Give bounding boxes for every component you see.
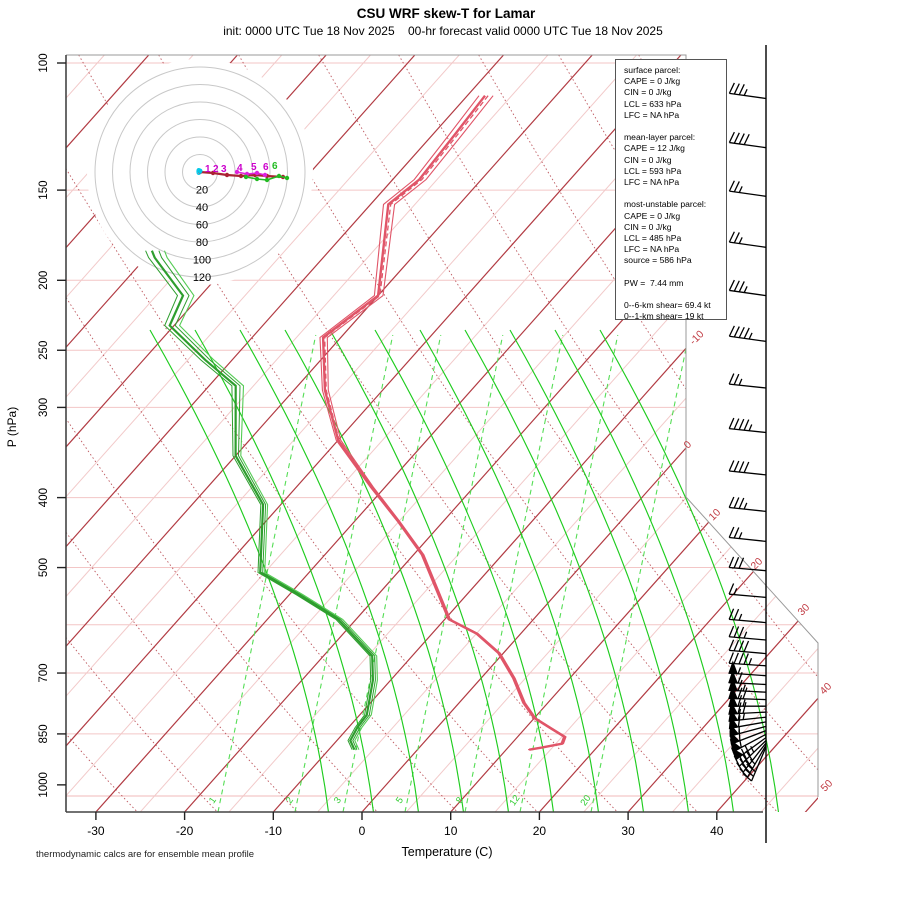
pressure-tick-label: 150	[38, 181, 50, 200]
info-line: 0--6-km shear= 69.4 kt	[624, 300, 711, 311]
hodograph-height-label: 1	[205, 164, 211, 175]
info-line: CIN = 0 J/kg	[624, 87, 672, 98]
info-line: most-unstable parcel:	[624, 199, 707, 210]
hodograph-ring-label: 80	[196, 237, 208, 249]
svg-text:-10: -10	[687, 328, 706, 347]
temperature-tick-label: 0	[359, 824, 366, 838]
info-line: LCL = 633 hPa	[624, 98, 682, 109]
info-line: LCL = 485 hPa	[624, 233, 682, 244]
temperature-tick-label: -10	[265, 824, 283, 838]
info-line: surface parcel:	[624, 65, 681, 75]
info-line: CAPE = 0 J/kg	[624, 76, 681, 87]
temperature-tick-label: 20	[533, 824, 547, 838]
pressure-tick-label: 500	[38, 558, 50, 577]
wind-barbs	[728, 45, 767, 843]
chart-subtitle: init: 0000 UTC Tue 18 Nov 2025 00-hr for…	[223, 24, 663, 38]
svg-text:5: 5	[394, 795, 406, 806]
hodograph-ring-label: 60	[196, 220, 208, 232]
info-line: CAPE = 12 J/kg	[624, 143, 685, 154]
info-line: 0--1-km shear= 19 kt	[624, 311, 704, 322]
pressure-tick-label: 1000	[38, 772, 50, 798]
parcel-info-box: surface parcel: CAPE = 0 J/kg CIN = 0 J/kg…	[615, 59, 727, 322]
hodograph-ring-label: 20	[196, 185, 208, 197]
hodograph-height-label: 3	[221, 164, 227, 175]
hodograph-ring-label: 40	[196, 202, 208, 214]
info-line	[624, 121, 724, 132]
svg-text:8: 8	[454, 795, 466, 806]
pressure-tick-label: 250	[38, 341, 50, 360]
plot-border	[65, 54, 819, 813]
pressure-tick-label: 200	[38, 271, 50, 290]
info-line: mean-layer parcel:	[624, 132, 696, 143]
temperature-tick-label: 40	[710, 824, 724, 838]
pressure-tick-label: 850	[38, 724, 50, 743]
info-line: LCL = 593 hPa	[624, 165, 682, 176]
info-line: PW = 7.44 mm	[624, 277, 684, 288]
y-axis-label: P (hPa)	[5, 406, 19, 448]
temperature-tick-label: -30	[87, 824, 105, 838]
info-line: LFC = NA hPa	[624, 109, 680, 120]
pressure-tick-label: 700	[38, 663, 50, 682]
chart-title: CSU WRF skew-T for Lamar	[356, 6, 536, 21]
temperature-tick-label: 30	[621, 824, 635, 838]
svg-text:1: 1	[207, 795, 219, 806]
pressure-tick-label: 400	[38, 488, 50, 507]
chart-footnote: thermodynamic calcs are for ensemble mea…	[36, 849, 255, 860]
mixing-ratio-labels: 1 2 3 5 8 12 20	[207, 793, 594, 808]
svg-text:10: 10	[707, 506, 724, 523]
info-line: CIN = 0 J/kg	[624, 154, 672, 165]
svg-text:0: 0	[682, 438, 695, 451]
hodograph-ring-label: 120	[193, 272, 211, 284]
dewpoint-profile	[145, 250, 378, 751]
temperature-tick-label: 10	[444, 824, 458, 838]
svg-text:50: 50	[819, 777, 836, 794]
info-line: CAPE = 0 J/kg	[624, 210, 681, 221]
info-line: LFC = NA hPa	[624, 177, 680, 188]
moist-adiabats	[149, 329, 781, 812]
svg-text:2: 2	[284, 795, 296, 806]
pressure-tick-label: 100	[38, 53, 50, 72]
svg-text:12: 12	[507, 793, 522, 808]
svg-text:20: 20	[578, 793, 593, 808]
info-line	[624, 188, 724, 199]
temperature-profile	[319, 94, 567, 751]
hodograph-height-label: 4	[237, 163, 243, 174]
info-line: CIN = 0 J/kg	[624, 221, 672, 232]
hodograph-height-label: 6	[263, 162, 269, 173]
info-line: source = 586 hPa	[624, 255, 692, 266]
info-line	[624, 289, 724, 300]
svg-text:30: 30	[796, 601, 813, 618]
x-axis-label: Temperature (C)	[401, 845, 493, 859]
temperature-tick-label: -20	[176, 824, 194, 838]
info-line: LFC = NA hPa	[624, 244, 680, 255]
hodograph-height-label: 5	[251, 162, 257, 173]
hodograph-height-label: 6	[272, 161, 278, 172]
hodograph-height-label: 2	[213, 164, 219, 175]
pressure-tick-label: 300	[38, 398, 50, 417]
hodograph-ring-label: 100	[193, 255, 211, 267]
hodograph-height-label: 0	[196, 167, 202, 178]
info-line	[624, 267, 724, 278]
svg-text:40: 40	[818, 680, 835, 697]
svg-text:3: 3	[332, 795, 344, 806]
